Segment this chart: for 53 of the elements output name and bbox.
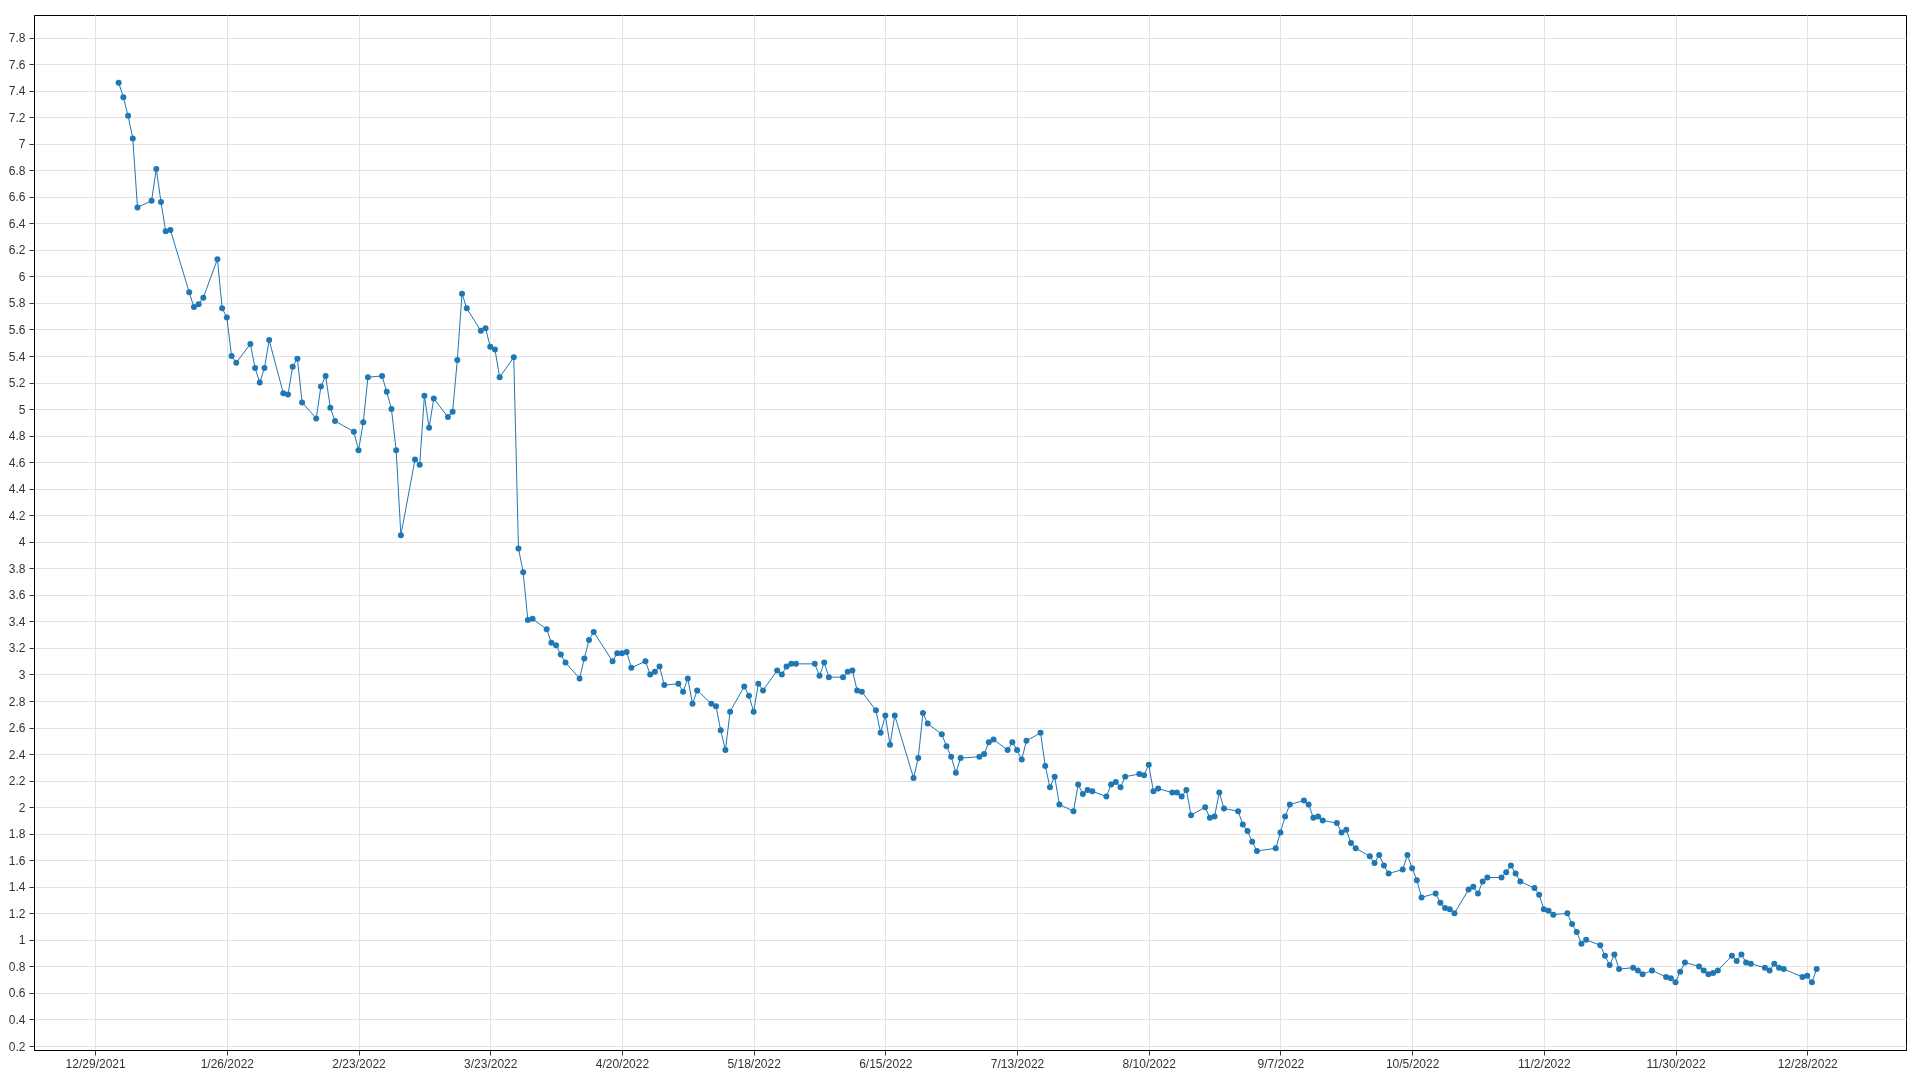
x-tick-label: 3/23/2022: [464, 1056, 518, 1071]
y-tick-label: 1.4: [8, 880, 26, 895]
x-tick-label: 6/15/2022: [859, 1056, 913, 1071]
y-tick-label: 6.8: [8, 163, 26, 178]
y-tick-label: 4.6: [8, 455, 26, 470]
y-tick-label: 0.4: [8, 1012, 26, 1027]
y-tick-label: 7.6: [8, 57, 26, 72]
y-tick-label: 3.4: [8, 614, 26, 629]
y-tick-label: 2.2: [8, 774, 26, 789]
y-tick-label: 3.8: [8, 561, 26, 576]
x-tick-label: 7/13/2022: [990, 1056, 1045, 1071]
y-tick-label: 7.8: [8, 31, 26, 46]
x-tick-label: 10/5/2022: [1385, 1056, 1440, 1071]
y-tick-label: 5: [18, 402, 26, 417]
y-tick-label: 5.4: [8, 349, 26, 364]
y-tick-label: 0.2: [8, 1039, 26, 1054]
y-tick-label: 2.4: [8, 747, 26, 762]
y-tick-label: 3.6: [8, 588, 26, 603]
y-tick-label: 4.4: [8, 482, 26, 497]
y-tick-label: 4: [18, 535, 26, 550]
y-tick-label: 0.8: [8, 959, 26, 974]
x-tick-label: 1/26/2022: [200, 1056, 255, 1071]
y-tick-label: 7.2: [8, 110, 26, 125]
y-tick-label: 1.2: [8, 906, 26, 921]
y-tick-label: 5.8: [8, 296, 26, 311]
x-tick-label: 12/28/2022: [1777, 1056, 1839, 1071]
y-tick-label: 6.4: [8, 216, 26, 231]
y-tick-label: 4.2: [8, 508, 26, 523]
y-tick-label: 2.8: [8, 694, 26, 709]
y-tick-label: 6.2: [8, 243, 26, 258]
y-tick-label: 1.6: [8, 853, 26, 868]
x-tick-label: 12/29/2021: [65, 1056, 126, 1071]
y-tick-label: 1: [18, 933, 26, 948]
y-tick-label: 5.6: [8, 322, 26, 337]
x-tick-label: 11/30/2022: [1646, 1056, 1706, 1071]
y-tick-label: 1.8: [8, 827, 26, 842]
y-tick-label: 3.2: [8, 641, 26, 656]
x-tick-label: 9/7/2022: [1257, 1056, 1305, 1071]
y-tick-label: 5.2: [8, 376, 26, 391]
y-tick-label: 2.6: [8, 721, 26, 736]
y-tick-label: 0.6: [8, 986, 26, 1001]
x-tick-label: 5/18/2022: [727, 1056, 782, 1071]
y-tick-label: 4.8: [8, 429, 26, 444]
y-tick-label: 7: [18, 137, 26, 152]
y-tick-label: 7.4: [8, 84, 26, 99]
y-tick-label: 2: [18, 800, 26, 815]
x-tick-label: 4/20/2022: [595, 1056, 650, 1071]
x-tick-label: 11/2/2022: [1518, 1056, 1571, 1071]
y-tick-label: 6: [18, 269, 26, 284]
x-tick-label: 8/10/2022: [1122, 1056, 1177, 1071]
x-tick-label: 2/23/2022: [332, 1056, 387, 1071]
y-tick-label: 6.6: [8, 190, 26, 205]
y-tick-label: 3: [18, 667, 26, 682]
